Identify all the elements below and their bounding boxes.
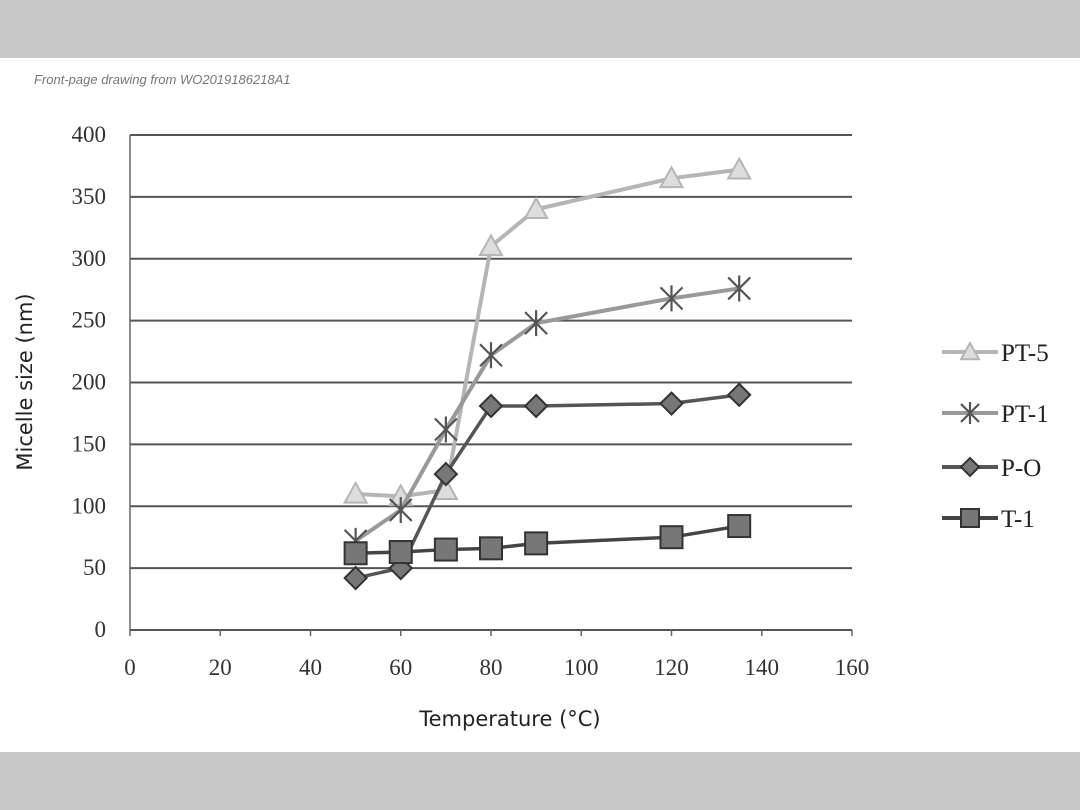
data-point — [434, 416, 458, 443]
x-tick-label: 140 — [745, 655, 780, 680]
x-tick-label: 40 — [299, 655, 322, 680]
data-point — [960, 508, 980, 528]
x-tick-label: 120 — [654, 655, 689, 680]
x-tick-label: 160 — [835, 655, 870, 680]
legend-label: PT-1 — [1001, 401, 1049, 428]
legend-item-pt-1: PT-1 — [942, 401, 1049, 428]
x-tick-label: 0 — [124, 655, 136, 680]
y-tick-label: 100 — [72, 493, 107, 518]
series-t-1 — [343, 514, 752, 566]
y-tick-label: 350 — [72, 184, 107, 209]
series-pt-1 — [343, 275, 751, 554]
legend-label: P-O — [1001, 455, 1041, 482]
legend-label: T-1 — [1001, 506, 1035, 533]
x-axis-title: Temperature (°C) — [418, 707, 600, 731]
data-point — [726, 382, 752, 408]
data-point — [658, 165, 685, 189]
figure-caption: Front-page drawing from WO2019186218A1 — [34, 72, 291, 87]
x-tick-label: 60 — [389, 655, 412, 680]
data-point — [659, 391, 684, 416]
y-axis-title: Micelle size (nm) — [13, 293, 37, 470]
y-tick-label: 250 — [72, 308, 107, 333]
y-tick-label: 150 — [72, 431, 107, 456]
data-point — [479, 342, 503, 369]
data-point — [343, 541, 368, 566]
data-point — [727, 275, 751, 302]
data-point — [478, 393, 504, 419]
data-point — [479, 536, 503, 561]
series-line — [354, 286, 740, 543]
y-tick-label: 200 — [72, 370, 107, 395]
data-point — [524, 531, 549, 556]
x-tick-label: 80 — [480, 655, 503, 680]
data-point — [659, 525, 684, 550]
data-point — [343, 565, 369, 591]
data-point — [726, 156, 752, 180]
data-point — [523, 196, 549, 220]
data-point — [388, 496, 413, 523]
data-point — [433, 537, 458, 562]
legend-item-pt-5: PT-5 — [942, 340, 1049, 367]
data-point — [960, 402, 980, 424]
y-tick-label: 300 — [72, 246, 107, 271]
series-pt-5 — [342, 156, 752, 507]
data-point — [433, 461, 459, 487]
data-point — [478, 233, 504, 257]
data-point — [959, 340, 981, 361]
x-tick-label: 20 — [209, 655, 232, 680]
data-point — [388, 540, 413, 565]
y-tick-label: 0 — [95, 617, 107, 642]
legend-label: PT-5 — [1001, 340, 1049, 367]
series-p-o — [343, 382, 752, 591]
y-tick-label: 400 — [72, 122, 107, 147]
data-point — [523, 393, 549, 419]
data-point — [342, 480, 369, 504]
legend-item-p-o: P-O — [942, 455, 1041, 482]
data-point — [727, 514, 752, 539]
y-tick-label: 50 — [83, 555, 106, 580]
x-tick-label: 100 — [564, 655, 599, 680]
data-point — [959, 456, 981, 478]
data-point — [659, 285, 684, 312]
legend-item-t-1: T-1 — [942, 506, 1035, 533]
data-point — [524, 310, 548, 337]
